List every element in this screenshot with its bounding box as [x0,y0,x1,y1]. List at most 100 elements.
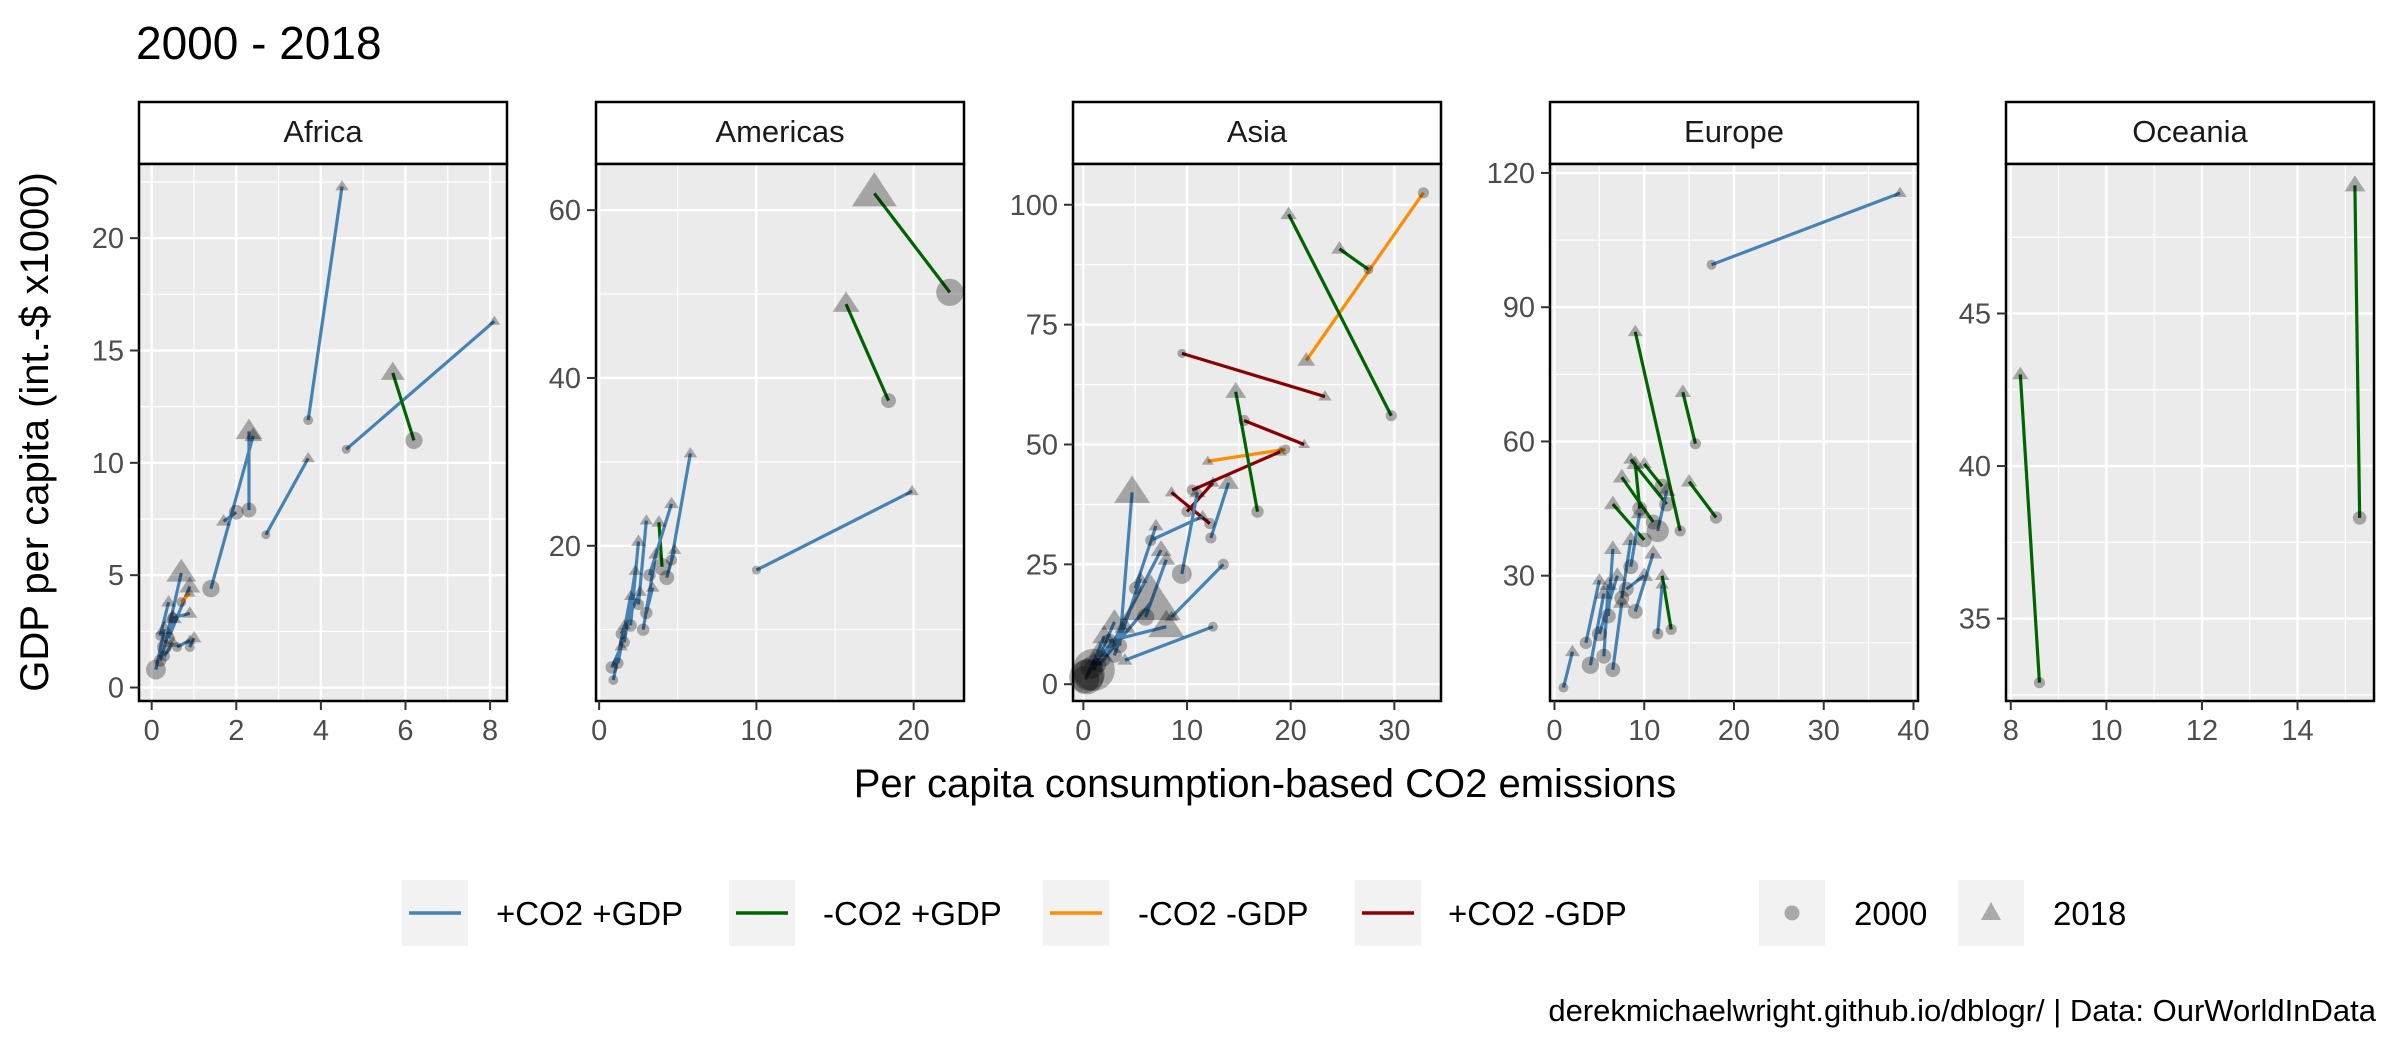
point-2000 [1623,559,1639,575]
y-tick-label: 35 [1959,604,1991,636]
point-2000 [1709,511,1723,524]
point-2018 [301,451,315,463]
x-tick-label: 10 [1171,715,1203,747]
change-segment [1660,575,1673,630]
facet-oceania: Oceania 8 10 12 14 35 40 45 [1959,100,2376,747]
point-2000 [261,530,271,540]
point-2000 [1091,657,1107,673]
change-segment [610,645,623,669]
change-segment [1602,584,1610,657]
point-2000 [1136,608,1155,626]
y-tick-label: 60 [1503,426,1535,458]
point-2000 [1071,665,1100,694]
point-2000 [653,558,671,576]
point-2018 [664,496,679,509]
point-2018 [1612,594,1631,608]
point-2018 [1195,510,1210,521]
x-tick-label: 10 [1628,715,1660,747]
x-tick-label: 10 [2090,715,2122,747]
point-2000 [1674,525,1686,537]
y-tick-label: 25 [1026,549,1058,581]
change-segment [2353,185,2362,518]
facet-strip [137,100,509,166]
panel-grid [2006,164,2374,701]
point-2018 [1273,445,1288,456]
legend: +CO2 +GDP -CO2 +GDP -CO2 -GDP +CO2 -GDP … [402,880,2126,946]
change-segment [1287,213,1393,417]
point-2018 [1120,574,1181,621]
change-segment [1642,462,1664,488]
point-2018 [1630,504,1649,519]
point-2018 [1621,531,1640,546]
point-2018 [651,515,667,527]
panel-axes: 8 10 12 14 35 40 45 [1959,299,2314,747]
facet-strip [594,100,966,166]
x-axis-label: Per capita consumption-based CO2 emissio… [854,762,1677,806]
panel-marks [1069,187,1429,695]
point-2018 [1318,390,1332,401]
change-segment [180,592,191,604]
point-2018 [648,547,664,559]
point-2000 [241,502,257,518]
point-2000 [1205,532,1217,544]
facet-label-americas: Americas [715,114,844,149]
change-segment [1097,601,1152,667]
y-tick-label: 20 [92,223,124,255]
point-2018 [2344,175,2366,192]
point-2000 [1181,506,1193,518]
panel-axes: 0 10 20 30 0 25 50 75 100 [1010,190,1411,747]
change-segment [1681,391,1697,445]
point-2018 [380,361,405,380]
change-segment [1118,492,1134,646]
y-tick-label: 45 [1959,299,1991,331]
point-2018 [1150,540,1172,557]
panel-axes: 0 10 20 30 40 30 60 90 120 [1487,158,1930,747]
point-2000 [1706,259,1717,270]
x-tick-label: 8 [2003,715,2019,747]
point-2018 [1114,475,1151,503]
plot-panel [596,164,964,701]
y-tick-label: 75 [1026,310,1058,342]
point-2018 [1297,352,1316,366]
point-2000 [751,565,761,575]
change-segment [1243,419,1305,446]
point-2000 [1069,659,1104,695]
point-2000 [618,636,630,648]
change-segment [1180,492,1199,575]
change-segment [2018,374,2042,683]
point-2018 [488,315,501,325]
point-2000 [1591,626,1607,642]
point-2000 [636,623,650,636]
change-segment [619,591,642,635]
point-2018 [179,576,201,593]
point-2018 [630,534,646,546]
point-2000 [632,598,645,611]
point-2000 [624,619,637,632]
change-segment [755,489,913,572]
change-segment [1133,525,1158,589]
change-segment [1633,331,1682,532]
panel-grid [139,164,507,701]
facet-strip [1071,100,1443,166]
facet-strip [1548,100,1920,166]
point-2000 [1363,264,1374,275]
change-segment [1112,578,1142,656]
point-2000 [1636,532,1652,548]
x-tick-label: 0 [1075,715,1091,747]
point-2018 [1164,486,1179,497]
change-segment [306,186,344,421]
point-2018 [1114,616,1136,633]
change-segment [1629,512,1642,568]
point-2000 [1112,638,1128,654]
point-2018 [1117,653,1133,665]
facet-africa: Africa 0 2 4 6 8 0 5 10 15 20 [92,100,509,747]
y-tick-label: 40 [1959,451,1991,483]
point-2000 [881,393,896,409]
point-2000 [2352,511,2367,525]
point-2018 [667,543,682,554]
point-2000 [605,661,618,674]
change-segment [644,587,655,614]
point-2018 [186,631,202,643]
point-2018 [216,514,232,526]
y-tick-label: 120 [1487,158,1535,190]
